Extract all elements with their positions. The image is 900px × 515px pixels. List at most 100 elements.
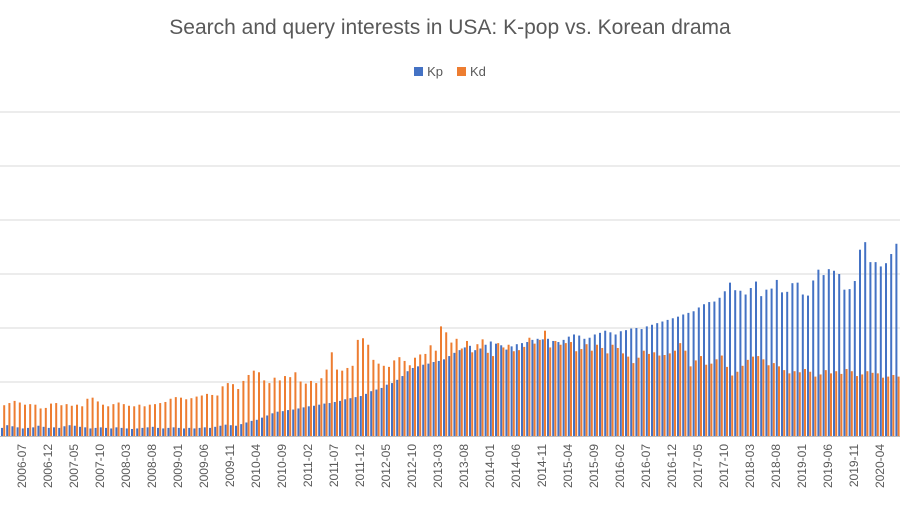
bar-kp bbox=[562, 339, 565, 436]
bar-kp bbox=[380, 387, 383, 436]
bar-kd bbox=[325, 369, 328, 436]
bar-kp bbox=[136, 428, 139, 436]
bar-kp bbox=[588, 337, 591, 436]
bar-kd bbox=[304, 383, 307, 436]
bar-kd bbox=[720, 355, 723, 436]
bar-kd bbox=[798, 372, 801, 436]
bar-kp bbox=[630, 328, 633, 436]
bar-kp bbox=[323, 403, 326, 436]
bar-kp bbox=[677, 316, 679, 436]
bar-kd bbox=[596, 344, 598, 436]
bar-kd bbox=[876, 373, 879, 436]
bar-kp bbox=[812, 280, 815, 436]
bar-kp bbox=[661, 321, 664, 436]
bar-kd bbox=[492, 356, 494, 436]
bar-kd bbox=[434, 350, 437, 436]
bar-kp bbox=[229, 425, 232, 436]
bar-kd bbox=[840, 373, 843, 436]
bar-kp bbox=[162, 428, 165, 436]
bar-kd bbox=[528, 337, 531, 436]
bar-kp bbox=[68, 425, 71, 436]
bar-kp bbox=[796, 282, 799, 436]
bar-kd bbox=[356, 339, 359, 436]
bar-kp bbox=[167, 427, 170, 436]
bar-kp bbox=[245, 422, 248, 436]
bar-kp bbox=[37, 425, 40, 436]
bar-series bbox=[1, 242, 900, 436]
bar-kp bbox=[89, 428, 92, 436]
bar-kp bbox=[890, 254, 893, 436]
bar-kd bbox=[897, 376, 900, 436]
bar-kd bbox=[824, 370, 827, 436]
bar-kd bbox=[793, 371, 796, 436]
bar-kp bbox=[703, 304, 705, 436]
bar-kp bbox=[625, 330, 627, 436]
bar-kp bbox=[58, 427, 61, 436]
x-tick-label: 2019-06 bbox=[821, 444, 835, 488]
bar-kp bbox=[224, 424, 227, 436]
bar-kd bbox=[81, 406, 84, 436]
bar-kp bbox=[791, 283, 794, 436]
bar-kp bbox=[240, 424, 243, 436]
bar-kp bbox=[474, 350, 477, 436]
x-tick-label: 2010-04 bbox=[249, 444, 263, 488]
bar-kd bbox=[564, 343, 567, 436]
x-tick-label: 2012-10 bbox=[405, 444, 419, 488]
bar-kp bbox=[469, 345, 471, 436]
bar-kd bbox=[830, 373, 832, 436]
x-tick-label: 2016-07 bbox=[639, 444, 653, 488]
bar-kd bbox=[221, 386, 224, 436]
bar-kd bbox=[107, 406, 110, 436]
bar-kp bbox=[1, 427, 3, 436]
bar-kd bbox=[700, 356, 702, 436]
bar-kp bbox=[760, 296, 763, 436]
bar-kd bbox=[731, 375, 734, 436]
bar-kd bbox=[159, 403, 162, 436]
bar-kd bbox=[819, 374, 822, 436]
bar-kd bbox=[710, 363, 713, 436]
bar-kd bbox=[429, 345, 432, 436]
bar-kp bbox=[73, 425, 76, 436]
bar-kd bbox=[637, 357, 640, 436]
bar-kp bbox=[172, 427, 175, 436]
bar-kd bbox=[289, 377, 292, 436]
bar-kd bbox=[206, 393, 208, 436]
bar-kp bbox=[432, 362, 435, 436]
legend-item-kp: Kp bbox=[414, 64, 443, 79]
x-tick-label: 2009-11 bbox=[223, 444, 237, 487]
bar-kp bbox=[713, 301, 716, 436]
bar-kd bbox=[388, 366, 390, 436]
bar-kd bbox=[258, 372, 260, 436]
bar-kd bbox=[481, 339, 484, 436]
bar-kd bbox=[715, 359, 718, 436]
bar-kd bbox=[486, 352, 489, 436]
bar-kd bbox=[611, 344, 614, 436]
bar-kd bbox=[668, 353, 671, 436]
bar-kd bbox=[502, 347, 505, 436]
bar-kd bbox=[403, 360, 406, 436]
bar-kp bbox=[879, 266, 882, 436]
bar-kd bbox=[783, 370, 786, 436]
bar-kp bbox=[838, 274, 841, 436]
bar-kd bbox=[694, 360, 697, 436]
bar-kp bbox=[307, 406, 310, 436]
bar-kd bbox=[424, 353, 427, 436]
bar-kp bbox=[141, 427, 144, 436]
bar-kp bbox=[183, 428, 185, 436]
bar-kd bbox=[549, 347, 552, 436]
bar-kd bbox=[185, 399, 188, 436]
bar-kp bbox=[370, 391, 373, 436]
x-tick-label: 2019-11 bbox=[847, 444, 861, 487]
x-tick-label: 2009-01 bbox=[171, 444, 185, 488]
bar-kp bbox=[47, 427, 50, 436]
bar-kp bbox=[110, 428, 113, 436]
bar-kp bbox=[463, 347, 466, 436]
bar-kp bbox=[692, 311, 695, 436]
bar-kd bbox=[377, 363, 380, 436]
bar-kp bbox=[391, 383, 393, 436]
bar-kp bbox=[827, 269, 830, 436]
bar-kp bbox=[188, 427, 191, 436]
bar-kp bbox=[739, 290, 742, 436]
x-tick-label: 2006-07 bbox=[15, 444, 29, 488]
x-tick-label: 2020-04 bbox=[873, 444, 887, 488]
